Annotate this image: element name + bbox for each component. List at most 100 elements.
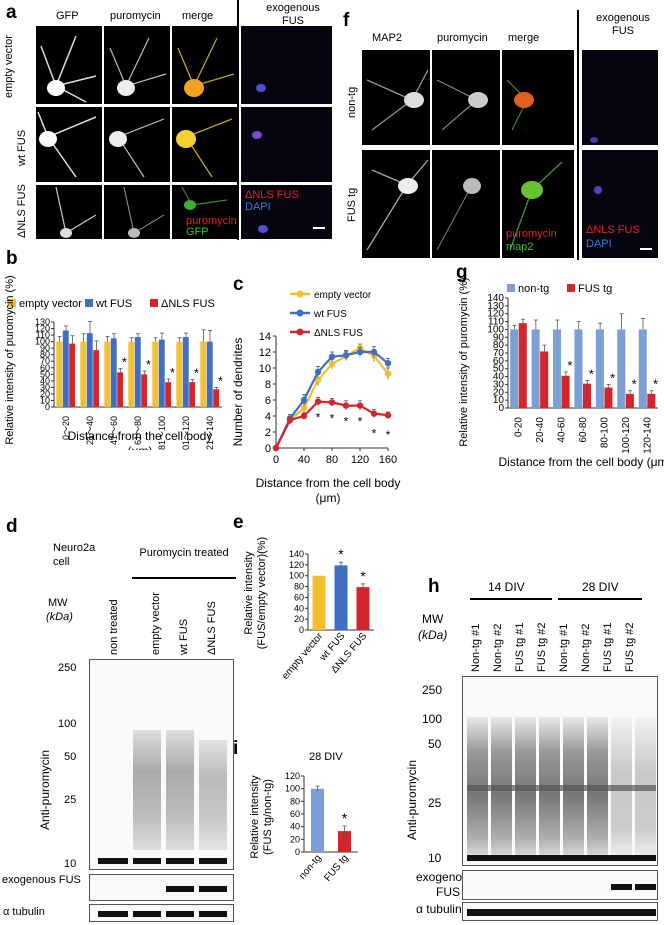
y-tick-label: 120 [35,324,50,334]
significance-star: * [342,810,348,826]
micrograph-puromycin-nontg [432,50,500,145]
micrograph-exo-wt [241,107,332,182]
micrograph-merge-empty [172,26,237,104]
bar [604,387,613,408]
significance-star: * [330,411,335,425]
overlay-dnls-fus: ΔNLS FUS [245,189,299,201]
blot-h-tub-label: α tubulin [416,902,462,916]
x-tick-label: 120-140 [642,417,653,454]
blot-h-exo [462,870,658,900]
significance-star: * [589,367,594,382]
blot-h-marker-250: 250 [422,683,443,697]
x-tick-label: 100-120 [621,417,632,454]
y-tick-label: 80 [40,350,50,360]
data-point [370,348,378,356]
blot-d-lane-2: wt FUS [178,618,190,655]
blot-h-main [462,676,658,866]
legend-label: non-tg [518,283,549,295]
data-point [384,412,392,419]
blot-d-lane-3: ΔNLS FUS [206,601,218,655]
y-tick-label: 110 [36,330,50,340]
y-axis-label-2: (FUS/empty vector)(%) [256,537,268,649]
data-point [300,404,308,412]
legend-swatch [150,299,158,307]
y-tick-label: 20 [493,387,505,398]
y-axis-label-1: Relative intensity [249,775,261,859]
significance-star: * [632,377,637,392]
panel-label-h: h [428,576,440,597]
y-tick-label: 0 [265,443,271,455]
x-tick-label: 120 [351,454,369,466]
bar [583,383,592,408]
y-axis-label: Relative intensity of puromycin (%) [4,275,16,444]
blot-h-group-28: 28 DIV [582,580,619,594]
bar [56,341,63,407]
y-tick-label: 60 [294,592,304,602]
bar [540,351,549,408]
significance-star: * [170,365,175,380]
col-header-merge: merge [182,10,214,22]
separator-line-f [577,10,579,260]
data-point [328,360,336,368]
y-tick-label: 10 [493,395,505,406]
panel-label-f: f [343,10,350,31]
bar [182,337,189,407]
micrograph-gfp-wt [36,107,102,182]
y-tick-label: 20 [294,614,304,624]
micrograph-puromycin-wt [104,107,170,182]
significance-star: * [386,428,391,442]
x-tick-label: 61～80 [133,416,143,445]
bar [647,393,656,408]
y-tick-label: 70 [40,356,50,366]
legend-label: empty vector [19,298,82,310]
blot-h-exo-label-1: exogenous [416,870,475,884]
micrograph-gfp-dnls [36,185,102,239]
scale-bar-f [640,248,652,250]
blot-d-tub-label: α tubulin [3,906,45,918]
significance-star: * [653,377,658,392]
blot-d-treated-label: Puromycin treated [139,547,229,559]
x-axis-label: Distance from the cell body [256,476,401,490]
micrograph-merge-nontg [502,50,574,145]
bar [213,389,220,407]
bar [104,341,111,407]
y-tick-label: 100 [487,324,504,335]
chart-c: empty vector wt FUS ΔNLS FUS 0 2 4 6 8 10 12 14 0 40… [231,290,401,505]
overlay-dapi: DAPI [245,201,271,213]
blot-h-lane-0: Non-tg #1 [470,623,482,672]
bar [189,382,196,407]
blot-h-lane-4: Non-tg #1 [558,623,570,672]
bar [312,575,326,630]
row-label-fus-tg: FUS tg [346,187,358,222]
overlay-dnls-fus-f: ΔNLS FUS [586,224,640,236]
overlay-puromycin-f: puromycin [506,228,557,240]
blot-h-group-bar-14 [470,598,552,600]
bar [93,350,100,407]
x-tick-label: 0-20 [514,417,525,437]
legend-swatch [8,299,16,307]
blot-d-mw: MW [48,597,68,609]
blot-d-exo-label: exogenous FUS [2,874,81,886]
bar [62,330,69,407]
data-point [342,402,350,409]
x-tick-label: 101～120 [181,416,191,450]
y-tick-label: 0 [295,847,300,857]
bar [141,374,148,407]
y-tick-label: 80 [294,582,304,592]
blot-d-main [89,659,234,870]
significance-star: * [358,415,363,429]
col-header-gfp: GFP [56,10,79,22]
legend-label: ΔNLS FUS [161,298,215,310]
blot-d-lane-0: non treated [108,599,120,655]
y-axis-label-2: (FUS tg/non-tg) [262,779,274,855]
blot-h-kda: (kDa) [418,628,448,642]
blot-d-tub [89,904,234,922]
blot-h-lane-1: Non-tg #2 [492,623,504,672]
data-point [314,376,322,384]
legend-marker [296,309,304,317]
y-tick-label: 100 [35,337,50,347]
data-point [356,348,364,356]
blot-d-lane-1: empty vector [150,592,162,655]
legend-label: ΔNLS FUS [314,328,363,339]
y-tick-label: 0 [299,625,304,635]
